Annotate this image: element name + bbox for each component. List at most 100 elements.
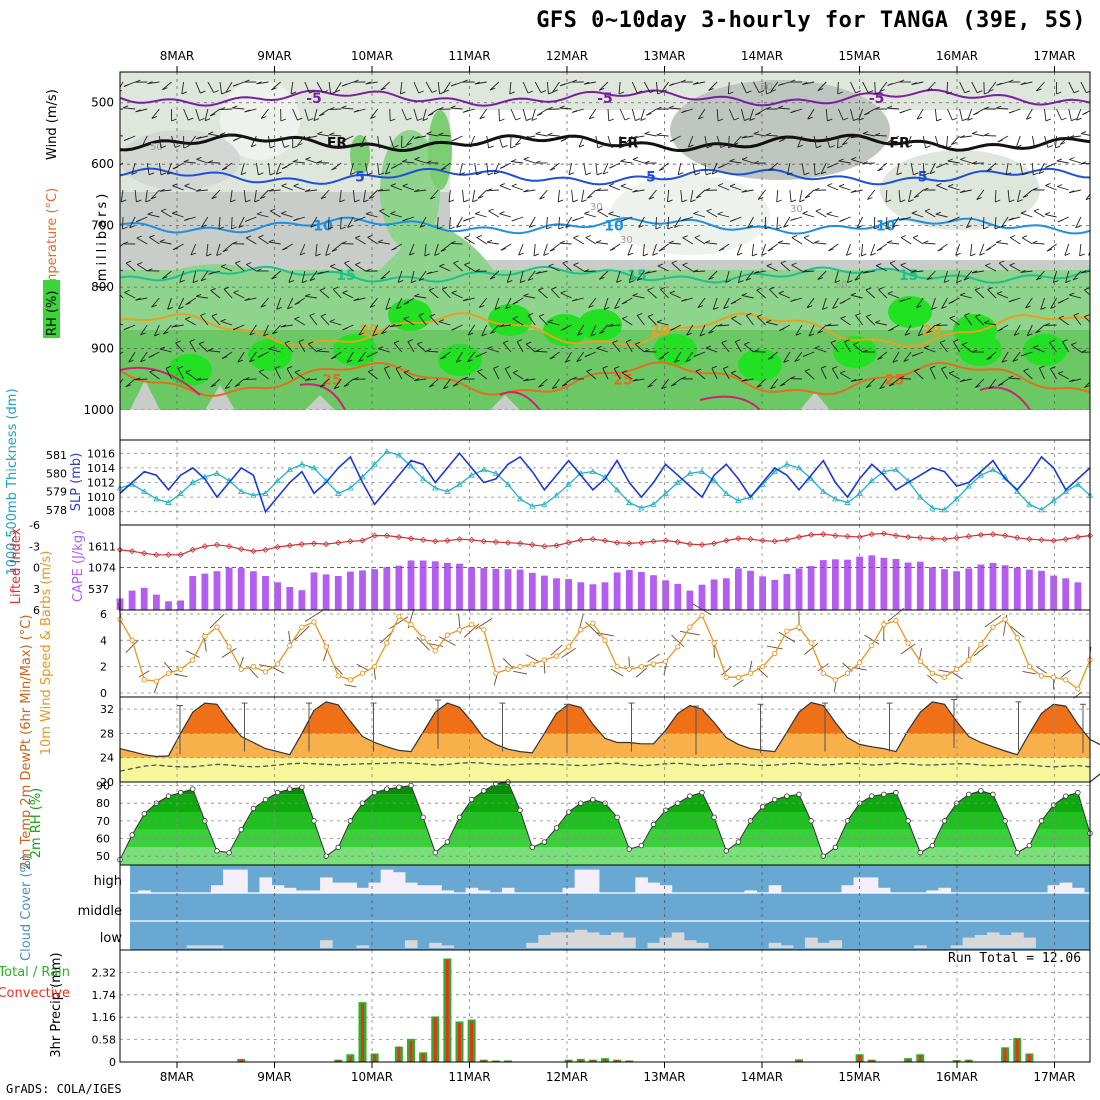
rh-marker: [456, 814, 463, 821]
cape-bar: [686, 590, 694, 610]
cape-bar: [407, 560, 415, 610]
wind-barb-flag: [440, 167, 446, 171]
wind-barb-flag: [930, 365, 936, 369]
cape-bar: [456, 563, 463, 610]
wind-speed-marker: [1063, 677, 1069, 683]
wind-barb-flag: [329, 132, 335, 136]
wind-barb: [799, 189, 803, 202]
wind-barb: [231, 216, 233, 230]
cape-bar: [504, 569, 512, 610]
li-marker: [808, 531, 815, 538]
wind-barb-flag: [850, 189, 857, 193]
wind-barb-flag: [418, 90, 424, 94]
wind-barb: [694, 237, 706, 245]
isotherm-label: 15: [627, 268, 646, 284]
wind-barb-flag: [717, 211, 723, 215]
wind-barb-flag: [986, 168, 993, 172]
wind-barb-flag: [960, 157, 966, 160]
li-tick-label: 0: [33, 562, 40, 575]
cape-bar: [310, 572, 318, 610]
wind-tick-label: 4: [100, 634, 107, 647]
wind-barb-flag: [804, 172, 810, 176]
wind-barb-flag: [232, 105, 238, 109]
wind-barb-flag: [776, 226, 782, 230]
wind-barb-flag: [1055, 145, 1061, 149]
wind-barb: [151, 108, 160, 119]
wind-barb-flag: [1072, 277, 1079, 281]
wind-barb: [440, 162, 451, 171]
thickness-marker: [650, 501, 657, 507]
wind-barb: [140, 351, 148, 363]
wind-barb: [450, 107, 463, 110]
wind-barb-flag: [340, 226, 346, 230]
wind-barb: [728, 135, 730, 149]
wind-speed-marker: [468, 621, 475, 628]
wind-barb-flag: [875, 263, 882, 267]
wind-barb: [906, 135, 912, 148]
wind-barb-flag: [551, 286, 557, 290]
wind-barb-flag: [560, 327, 567, 331]
wind-barb-flag: [185, 302, 191, 306]
wind-barb: [685, 351, 694, 362]
wind-barb: [464, 264, 475, 272]
wind-barb: [711, 162, 718, 175]
wind-speed-marker: [335, 673, 341, 679]
cloud-cell: [853, 877, 867, 893]
wind-barb-flag: [493, 365, 499, 369]
li-marker: [614, 539, 621, 546]
cloud-cell: [1071, 887, 1085, 893]
wind-barb-flag: [428, 287, 435, 291]
wind-barb-flag: [705, 345, 711, 349]
wind-barb-flag: [207, 348, 214, 352]
wind-barb-flag: [886, 240, 893, 244]
thickness-marker: [747, 493, 754, 500]
wind-barb: [1045, 184, 1057, 191]
wind-barb: [682, 264, 694, 272]
rh-saturated-cell: [888, 296, 932, 328]
wind-barb: [686, 324, 694, 336]
wind-barb-flag: [476, 172, 482, 176]
li-marker: [286, 542, 293, 549]
wind-barb-flag: [200, 313, 206, 316]
wind-barb-flag: [896, 172, 902, 176]
wind-barb-flag: [1069, 379, 1075, 383]
wind-barb-flag: [1080, 349, 1087, 353]
wind-barb: [512, 372, 524, 380]
wind-barb-flag: [790, 110, 796, 114]
wind-barb-flag: [669, 138, 676, 142]
wind-barb-flag: [1001, 224, 1007, 228]
wind-barb-flag: [1075, 225, 1081, 229]
wind-barb: [1084, 381, 1090, 388]
wind-barb: [547, 134, 560, 137]
thickness-tick-label: 578: [46, 504, 67, 517]
wind-barb-flag: [974, 287, 981, 291]
wind-barb-flag: [281, 210, 287, 214]
wind-barb: [269, 210, 281, 218]
wind-speed-marker: [590, 620, 596, 626]
wind-barb-flag: [838, 158, 844, 162]
wind-barb-flag: [1085, 197, 1090, 201]
li-marker: [213, 541, 221, 548]
wind-barb: [320, 315, 330, 326]
rh-saturated-cell: [1023, 334, 1067, 366]
wind-barb: [1056, 160, 1069, 164]
wind-ylabel-group: 10m Wind Speed & Barbs (m/s): [39, 551, 54, 756]
thickness-marker: [686, 470, 694, 476]
top-day-label: 10MAR: [351, 49, 393, 63]
wind-barb-flag: [319, 287, 326, 291]
wind-barb-flag: [870, 252, 876, 256]
wind-barb: [1083, 289, 1090, 296]
wind-barb: [519, 270, 524, 283]
wind-barb-flag: [406, 117, 412, 121]
wind-speed-marker: [1026, 664, 1033, 670]
wind-barb-flag: [948, 370, 955, 374]
wind-barb-flag: [906, 144, 913, 148]
thickness-marker: [177, 490, 184, 496]
wind-barb-flag: [791, 262, 797, 266]
wind-barb-flag: [377, 188, 383, 192]
cloud-cell: [671, 932, 685, 948]
wind-barb-10m: [852, 666, 867, 671]
wind-barb-flag: [1036, 277, 1042, 281]
wind-barb-10m: [950, 671, 963, 680]
wind-barb-flag: [648, 196, 655, 200]
